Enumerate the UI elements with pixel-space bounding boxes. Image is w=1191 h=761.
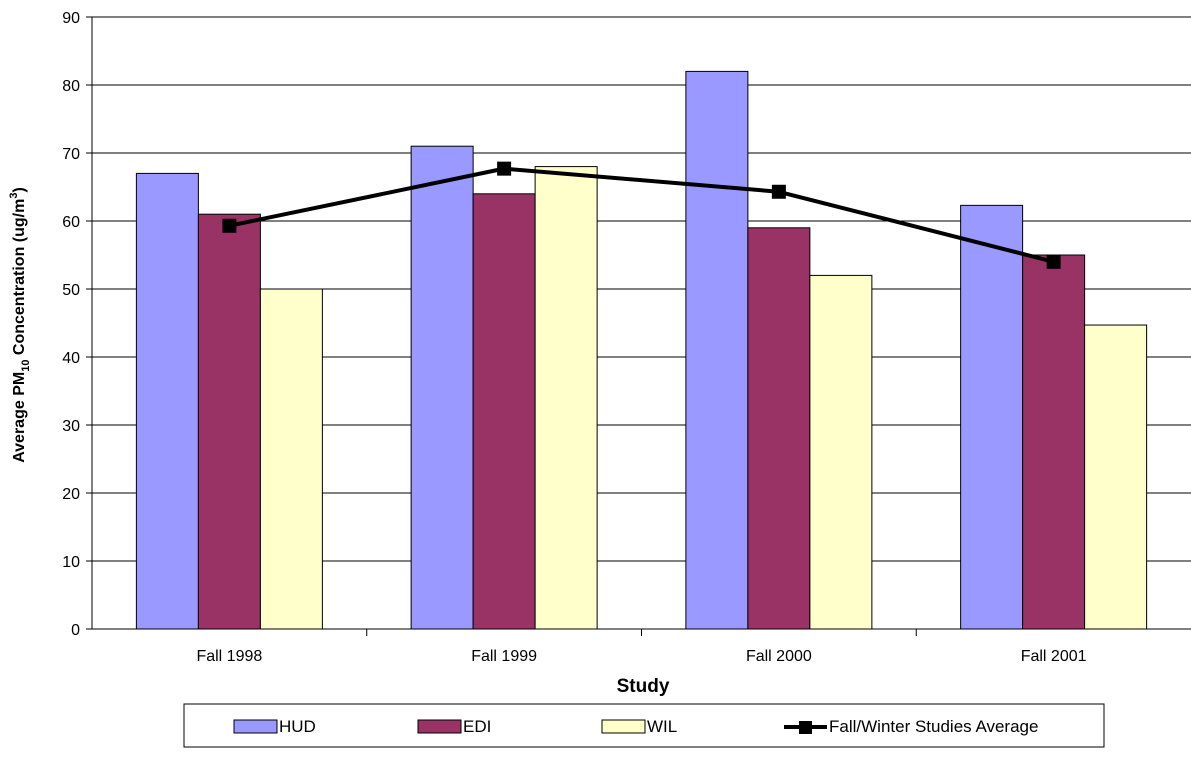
y-tick-label: 80	[62, 78, 80, 95]
y-title-sup: 3	[8, 193, 20, 199]
legend-label-edi: EDI	[463, 717, 491, 736]
bar-wil-fall-1998	[259, 288, 323, 630]
y-title-sub: 10	[20, 360, 32, 372]
bar-hud-fall-1998	[135, 172, 199, 630]
y-title-middle: Concentration (ug/m	[11, 199, 28, 360]
x-tick-label: Fall 2000	[746, 648, 812, 665]
legend-label-hud: HUD	[279, 717, 316, 736]
y-tick-label: 90	[62, 10, 80, 27]
x-axis-title: Study	[617, 676, 670, 697]
bar-wil-fall-2001	[1084, 324, 1148, 630]
bar-wil-fall-1999	[534, 166, 598, 630]
y-tick-label: 30	[62, 418, 80, 435]
y-tick-label: 40	[62, 350, 80, 367]
average-line	[222, 161, 1061, 269]
bar-edi-fall-1999	[472, 193, 536, 630]
bars	[135, 70, 1148, 630]
y-tick-label: 60	[62, 214, 80, 231]
axes	[86, 16, 1191, 636]
tick-labels: 0 10 20 30 40 50 60 70 80 90 Fall 1998 Fall 1999 Fal…	[62, 10, 1086, 665]
legend: HUD EDI WIL Fall/Winter Studies Average	[183, 703, 1105, 748]
y-tick-label: 70	[62, 146, 80, 163]
bar-edi-fall-2001	[1022, 254, 1086, 630]
y-tick-label: 10	[62, 554, 80, 571]
line-marker	[497, 161, 512, 176]
legend-label-average: Fall/Winter Studies Average	[829, 717, 1038, 736]
legend-swatch-wil	[601, 719, 646, 734]
y-axis-title: Average PM10 Concentration (ug/m3)	[8, 187, 32, 463]
bar-hud-fall-1999	[410, 145, 474, 630]
bar-hud-fall-2001	[960, 204, 1024, 630]
bar-edi-fall-2000	[747, 227, 811, 630]
y-tick-label: 50	[62, 282, 80, 299]
y-tick-label: 20	[62, 486, 80, 503]
legend-swatch-edi	[417, 719, 462, 734]
x-tick-label: Fall 2001	[1021, 648, 1087, 665]
legend-swatch-hud	[233, 719, 278, 734]
y-title-suffix: )	[11, 187, 28, 192]
line-marker	[771, 184, 786, 199]
line-marker	[222, 218, 237, 233]
line-fall-winter-studies-average	[228, 166, 1055, 264]
bar-edi-fall-1998	[197, 213, 261, 630]
bar-hud-fall-2000	[685, 70, 749, 630]
y-tick-label: 0	[71, 622, 80, 639]
y-title-prefix: Average PM	[11, 372, 28, 463]
line-marker	[1046, 254, 1061, 269]
x-tick-label: Fall 1999	[471, 648, 537, 665]
legend-label-wil: WIL	[647, 717, 677, 736]
legend-marker-average	[799, 721, 812, 734]
bar-wil-fall-2000	[809, 274, 873, 630]
x-tick-label: Fall 1998	[196, 648, 262, 665]
